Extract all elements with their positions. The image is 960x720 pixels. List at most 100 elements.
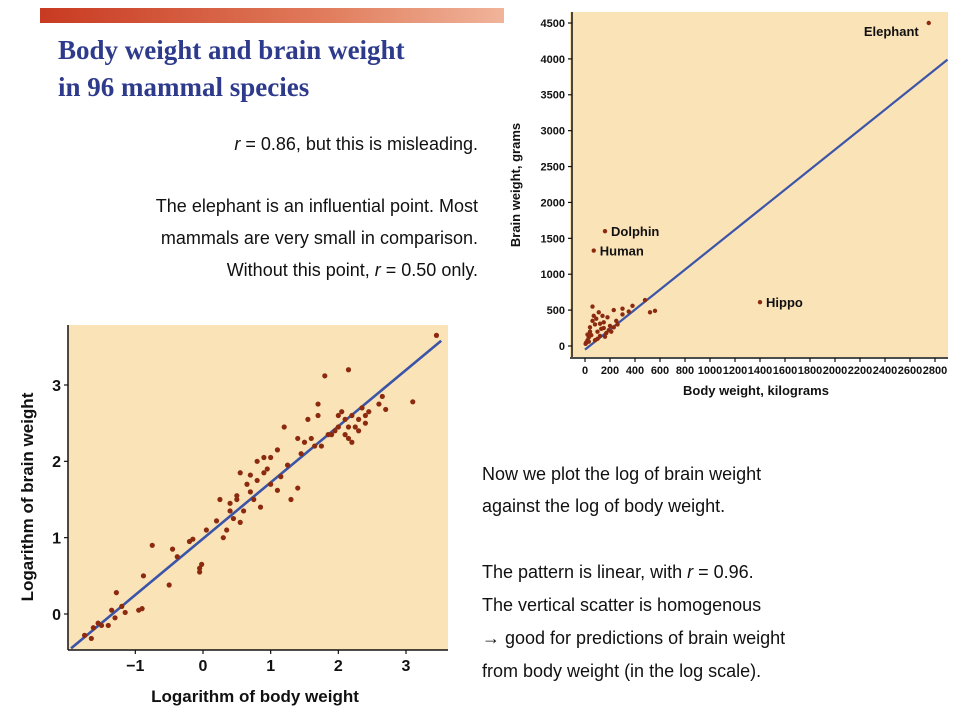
log-data-point <box>174 554 180 560</box>
log-data-point <box>251 496 257 503</box>
log-x-tick-label: −1 <box>126 658 144 675</box>
log-data-point <box>234 493 240 499</box>
raw-annotation-label: Elephant <box>864 24 920 39</box>
log-data-point <box>295 435 301 442</box>
raw-y-tick-label: 3000 <box>541 126 565 138</box>
raw-data-point <box>642 297 648 303</box>
log-data-point <box>149 542 155 548</box>
log-data-point <box>345 435 352 442</box>
log-data-point <box>261 454 267 461</box>
raw-data-point <box>596 310 601 315</box>
raw-y-tick-label: 0 <box>559 341 565 353</box>
log-data-point <box>352 424 358 430</box>
raw-x-tick-label: 2200 <box>848 365 872 377</box>
log-y-tick-label: 3 <box>52 378 61 395</box>
raw-data-point <box>597 333 603 339</box>
log-data-point <box>213 518 220 524</box>
raw-data-point <box>600 313 605 319</box>
raw-data-point <box>652 308 658 314</box>
log-data-point <box>220 535 226 541</box>
log-data-point <box>217 496 223 503</box>
log-data-point <box>298 451 304 457</box>
raw-annotation-label: Human <box>600 244 644 259</box>
raw-data-point <box>599 326 604 331</box>
raw-y-tick-label: 4000 <box>541 54 565 66</box>
paragraph-influential: The elephant is an influential point. Mo… <box>30 190 478 286</box>
raw-y-tick-label: 4500 <box>541 18 565 30</box>
raw-x-tick-label: 2400 <box>873 365 897 377</box>
log-data-point <box>308 435 314 442</box>
raw-data-point <box>614 318 619 324</box>
log-y-tick-label: 2 <box>52 454 61 471</box>
log-data-point <box>335 424 341 430</box>
raw-data-point <box>591 313 596 319</box>
raw-data-point <box>590 318 595 324</box>
log-data-point <box>261 470 267 476</box>
log-data-point <box>109 607 115 613</box>
log-data-point <box>88 635 94 642</box>
log-data-point <box>312 443 318 449</box>
log-data-point <box>410 399 416 405</box>
raw-x-tick-label: 800 <box>676 365 694 377</box>
log-y-tick-label: 1 <box>52 530 61 547</box>
log-data-point <box>227 500 233 506</box>
raw-x-tick-label: 0 <box>582 365 588 377</box>
log-data-point <box>284 462 291 468</box>
raw-x-tick-label: 2600 <box>898 365 922 377</box>
log-data-point <box>98 622 105 629</box>
raw-data-point <box>583 341 588 347</box>
paragraph-correlation-text: = 0.86, but this is misleading. <box>240 134 478 154</box>
log-data-point <box>254 458 260 464</box>
log-data-point <box>349 439 355 445</box>
log-data-point <box>234 496 240 503</box>
log-data-point <box>366 409 372 415</box>
log-data-point <box>383 406 389 413</box>
log-data-point <box>342 432 348 438</box>
log-data-point <box>268 481 274 487</box>
raw-data-point <box>620 312 625 317</box>
log-regression-line <box>70 339 443 650</box>
log-data-point <box>139 606 145 612</box>
log-data-point <box>315 412 321 419</box>
raw-y-tick-label: 500 <box>547 305 565 317</box>
log-data-point <box>197 569 203 575</box>
log-data-point <box>301 439 308 445</box>
raw-y-tick-label: 2000 <box>541 197 565 209</box>
raw-data-point <box>587 325 593 330</box>
log-data-point <box>244 481 250 487</box>
raw-data-point <box>597 321 603 326</box>
log-data-point <box>359 405 365 411</box>
log-data-point <box>119 603 125 609</box>
raw-data-point <box>586 339 591 344</box>
log-x-tick-label: 0 <box>199 658 208 675</box>
raw-x-tick-label: 200 <box>601 365 619 377</box>
raw-data-point <box>615 322 620 327</box>
raw-data-point <box>589 333 594 338</box>
log-data-point <box>247 489 253 495</box>
log-x-axis-label: Logarithm of body weight <box>151 687 359 706</box>
paragraph-log-plot: Now we plot the log of brain weight agai… <box>482 458 952 522</box>
raw-x-tick-label: 1400 <box>748 365 772 377</box>
raw-data-point <box>585 332 590 337</box>
raw-plot-area <box>570 12 948 357</box>
raw-data-point <box>602 228 608 234</box>
log-data-point <box>362 420 368 426</box>
log-data-point <box>274 447 281 453</box>
raw-y-tick-label: 3500 <box>541 90 565 102</box>
log-data-point <box>122 609 128 616</box>
raw-y-tick-label: 1500 <box>541 233 565 245</box>
log-data-point <box>268 454 274 461</box>
raw-x-tick-label: 1000 <box>698 365 722 377</box>
log-data-point <box>356 416 362 422</box>
log-data-point <box>345 424 352 430</box>
log-data-point <box>224 527 230 533</box>
raw-x-tick-label: 2000 <box>823 365 847 377</box>
raw-data-point <box>757 300 763 305</box>
log-data-point <box>254 477 260 484</box>
title-line-1: Body weight and brain weight <box>58 35 405 65</box>
raw-x-tick-label: 2800 <box>923 365 947 377</box>
r-symbol: r <box>374 260 381 280</box>
raw-data-point <box>620 306 625 311</box>
